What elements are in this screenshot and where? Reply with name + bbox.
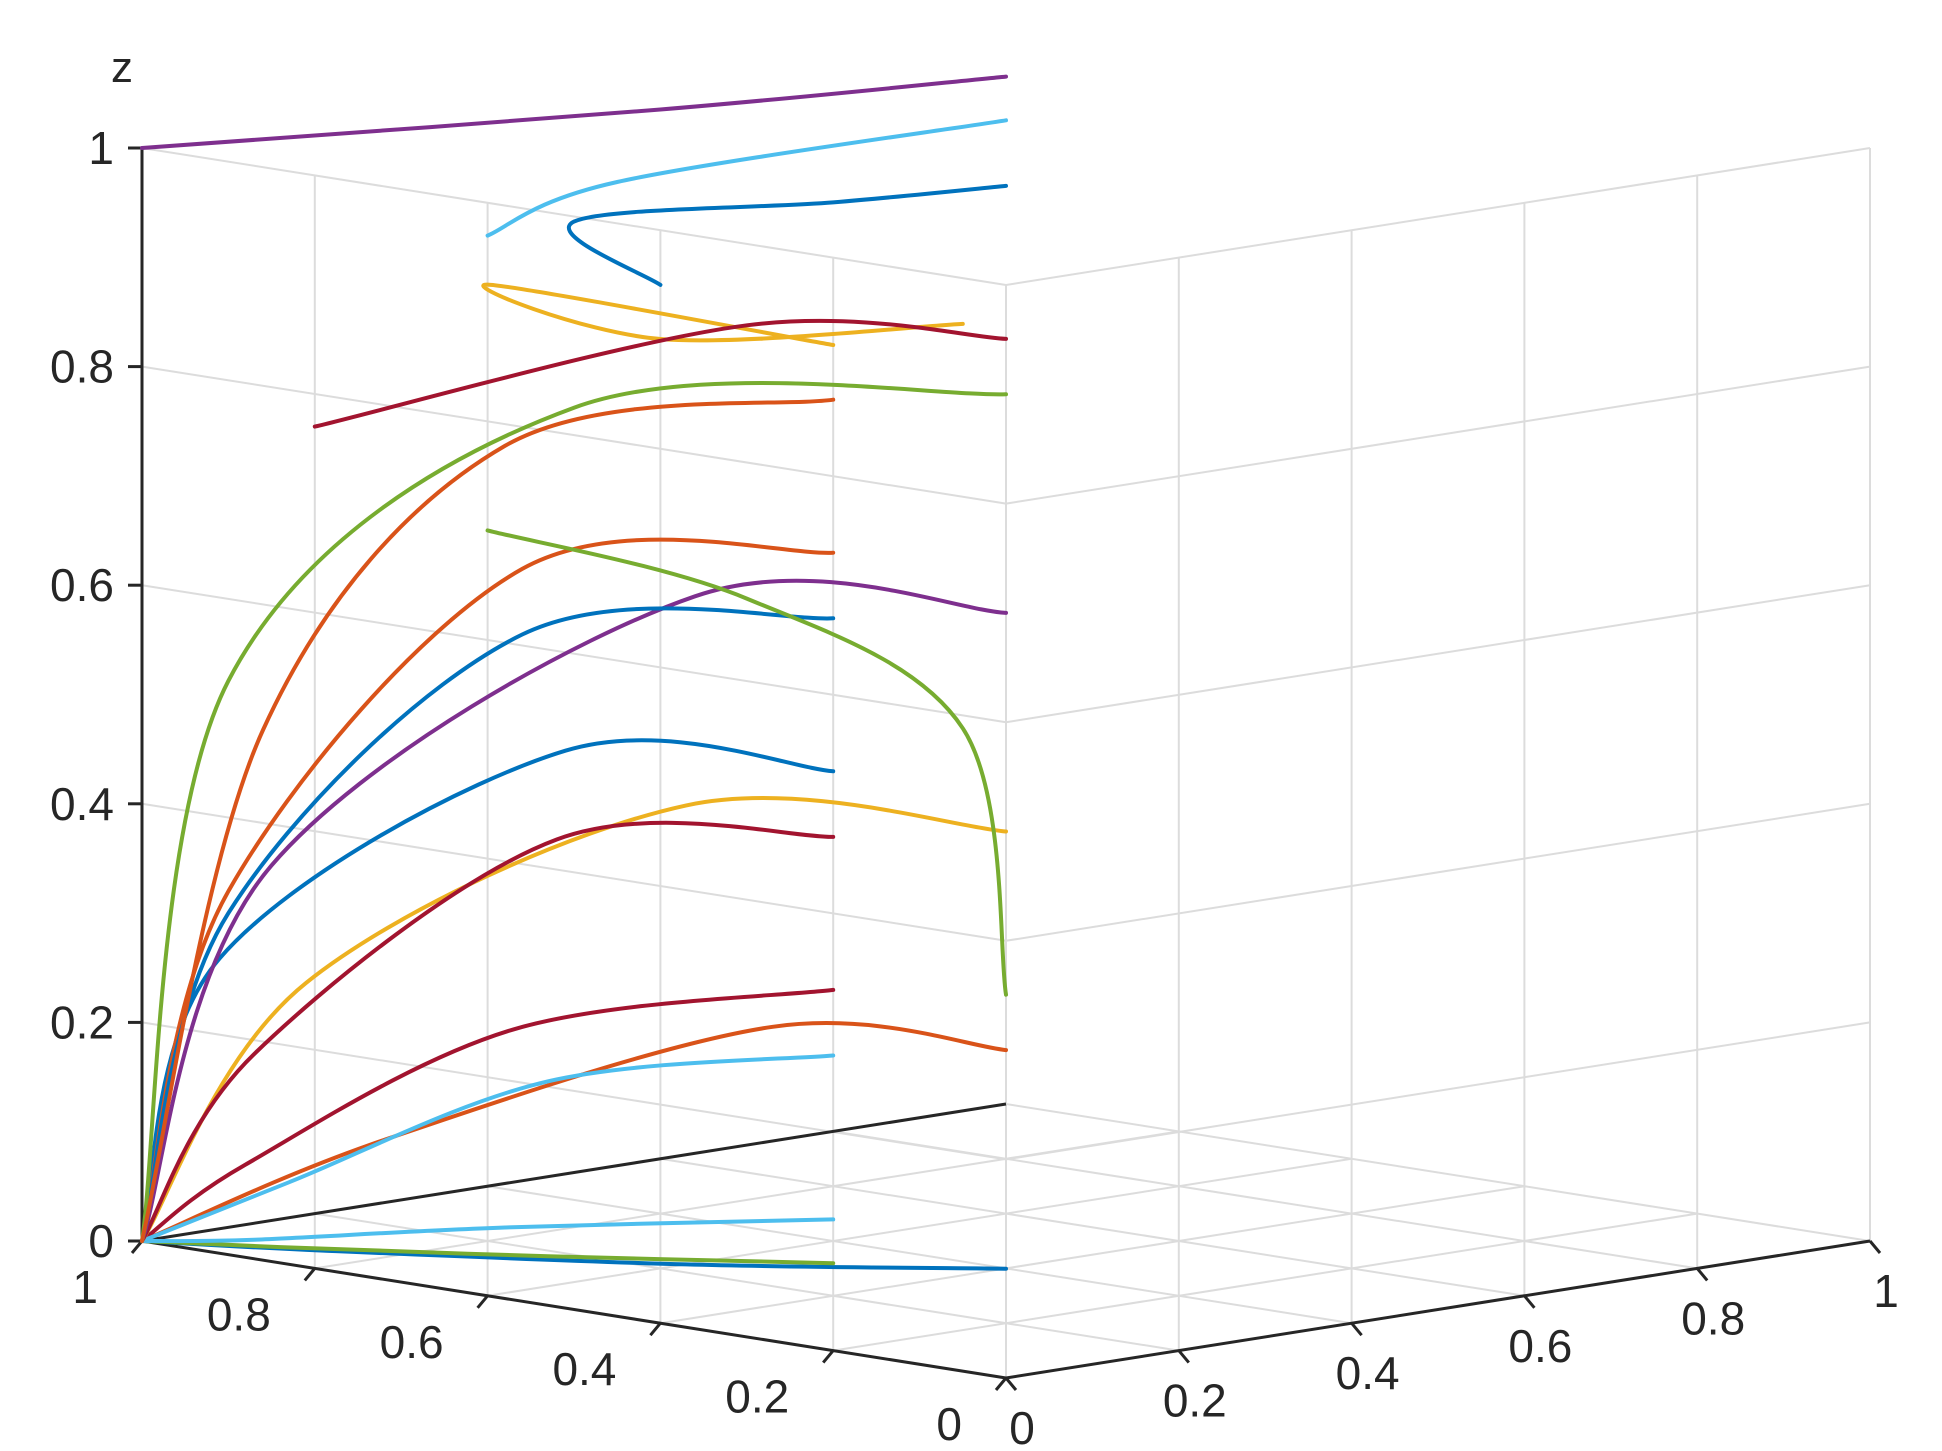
y-tick xyxy=(1004,1377,1018,1391)
x-tick-label: 0.2 xyxy=(725,1371,789,1423)
trajectory-series xyxy=(140,74,1008,1271)
z-tick-label: 0.8 xyxy=(50,341,114,393)
x-tick xyxy=(130,1240,144,1254)
z-tick-label: 0 xyxy=(88,1215,114,1267)
x-tick xyxy=(822,1349,835,1364)
trajectory-line xyxy=(567,183,1008,287)
trajectory-line xyxy=(481,282,965,347)
x-tick-label: 0 xyxy=(936,1398,962,1450)
y-tick xyxy=(1696,1267,1709,1282)
z-axis-label: z xyxy=(111,43,133,92)
y-tick-label: 0.2 xyxy=(1163,1375,1227,1427)
x-tick-label: 1 xyxy=(72,1261,98,1313)
trajectory-line xyxy=(140,606,836,1243)
grid-line xyxy=(141,365,1007,505)
grid-line xyxy=(141,147,1007,286)
x-tick xyxy=(303,1267,316,1282)
axis-lines xyxy=(128,146,1882,1391)
grid-line xyxy=(487,1157,1352,1297)
grid-line xyxy=(141,584,1007,724)
grid-line xyxy=(314,1212,1179,1352)
x-tick-label: 0.8 xyxy=(207,1288,271,1340)
z-tick-label: 0.4 xyxy=(50,778,114,830)
y-tick-label: 0.8 xyxy=(1681,1292,1745,1344)
trajectory-line xyxy=(140,578,1008,1243)
y-tick xyxy=(1523,1294,1536,1309)
grid-line xyxy=(1005,1103,1871,1242)
y-tick-label: 0 xyxy=(1009,1402,1035,1451)
grid-line xyxy=(141,802,1007,942)
y-tick-label: 0.6 xyxy=(1508,1320,1572,1372)
grid-line xyxy=(1005,802,1871,942)
trajectory-line xyxy=(140,1217,836,1244)
z-tick-label: 0.6 xyxy=(50,559,114,611)
z-tick-label: 1 xyxy=(88,122,114,174)
trajectory-line xyxy=(140,1239,836,1266)
trajectory-line xyxy=(140,74,1008,150)
y-tick xyxy=(1868,1240,1882,1254)
grid-line xyxy=(1005,365,1871,505)
x-tick-label: 0.6 xyxy=(380,1316,444,1368)
z-tick-label: 0.2 xyxy=(50,996,114,1048)
x-axis-line xyxy=(141,1239,1007,1380)
x-tick xyxy=(476,1294,489,1309)
grid-lines xyxy=(141,147,1871,1379)
y-tick-label: 1 xyxy=(1873,1265,1899,1317)
grid-line xyxy=(314,1130,1179,1270)
x-tick-label: 0.4 xyxy=(552,1343,616,1395)
y-tick xyxy=(1177,1349,1190,1364)
trajectory-line xyxy=(485,528,1008,997)
trajectory-line xyxy=(140,1021,1008,1243)
trajectory-line xyxy=(140,380,1008,1243)
grid-line xyxy=(833,1212,1698,1352)
grid-line xyxy=(1005,584,1871,724)
trajectory-line xyxy=(140,820,836,1243)
x-tick xyxy=(649,1322,662,1337)
trajectory-line xyxy=(140,397,836,1243)
tick-labels: 00 00.20.2 0.20.40.4 0.40.60.6 0.60.80.8 0.81… xyxy=(50,122,1899,1451)
y-tick-label: 0.4 xyxy=(1336,1347,1400,1399)
trajectory-line xyxy=(140,738,836,1243)
trajectory-line xyxy=(485,118,1008,238)
grid-line xyxy=(833,1130,1698,1270)
grid-line xyxy=(660,1185,1525,1325)
x-tick xyxy=(994,1377,1008,1391)
y-floor-edge xyxy=(1005,1239,1871,1380)
y-tick xyxy=(1350,1322,1363,1337)
grid-line xyxy=(660,1157,1525,1297)
trajectory-line xyxy=(312,318,1008,429)
y-axis-line xyxy=(141,1102,1007,1243)
trajectory-line xyxy=(140,987,836,1243)
grid-line xyxy=(1005,147,1871,286)
trajectory-line xyxy=(140,1053,836,1243)
grid-line xyxy=(487,1185,1352,1325)
